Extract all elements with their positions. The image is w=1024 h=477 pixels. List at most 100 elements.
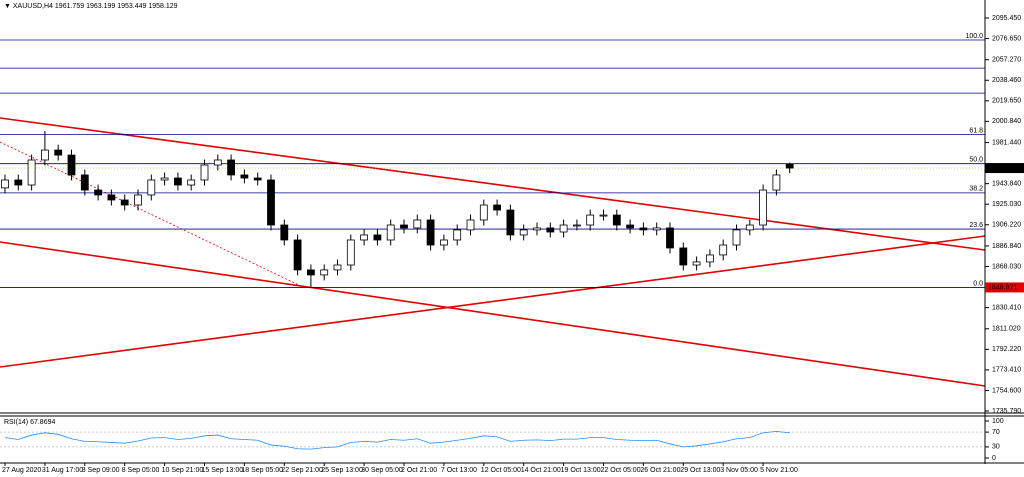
candle-body xyxy=(759,189,767,226)
y-tick-label: 1906.220 xyxy=(992,222,1021,229)
fib-label: 23.6 xyxy=(969,222,983,229)
y-tick-label: 1735.790 xyxy=(992,408,1021,415)
symbol: XAUUSD,H4 xyxy=(13,3,53,10)
fib-label: 100.0 xyxy=(965,33,983,40)
x-tick-label: 5 Nov 21:00 xyxy=(760,467,798,474)
candle-body xyxy=(213,159,222,166)
low-tag xyxy=(985,282,1024,293)
x-tick-label: 8 Sep 05:00 xyxy=(122,467,160,474)
candle-body xyxy=(745,224,754,231)
y-tick-label: 1981.440 xyxy=(992,139,1021,146)
rsi-header: RSI(14) 67.8694 xyxy=(4,419,55,426)
candle-body xyxy=(67,154,76,176)
x-tick-label: 7 Oct 13:00 xyxy=(441,467,477,474)
x-tick-label: 26 Oct 21:00 xyxy=(640,467,680,474)
x-tick-label: 19 Oct 13:00 xyxy=(561,467,601,474)
y-tick-label: 2000.840 xyxy=(992,118,1021,125)
candle-body xyxy=(253,177,262,181)
rsi-tick-label: 100 xyxy=(992,418,1004,425)
candle-body xyxy=(626,224,634,229)
candle-body xyxy=(533,227,541,231)
x-tick-label: 14 Oct 21:00 xyxy=(521,467,561,474)
candle-body xyxy=(293,239,302,271)
trend-line xyxy=(0,141,306,289)
candle-body xyxy=(120,199,129,206)
y-tick-label: 1925.030 xyxy=(992,201,1021,208)
candle-body xyxy=(400,224,408,229)
chart-header: ▼ XAUUSD,H4 1961.759 1963.199 1953.449 1… xyxy=(4,3,178,10)
candle-body xyxy=(559,224,568,233)
candle-body xyxy=(267,179,275,226)
trend-line xyxy=(0,117,986,251)
x-tick-label: 25 Sep 13:00 xyxy=(321,467,363,474)
x-tick-label: 31 Aug 17:00 xyxy=(42,467,83,474)
candle-body xyxy=(173,177,182,186)
candle-body xyxy=(94,189,102,196)
fib-label: 0.0 xyxy=(973,280,983,287)
candle-body xyxy=(732,229,741,246)
candle-body xyxy=(506,209,515,236)
low-tag-label: 1848.871 xyxy=(988,284,1017,291)
candle-body xyxy=(280,224,289,241)
candle-body xyxy=(200,164,209,181)
candle-body xyxy=(240,174,249,179)
candle-body xyxy=(479,204,488,221)
fib-label: 61.8 xyxy=(969,127,983,134)
trend-line xyxy=(0,241,986,387)
candle-body xyxy=(599,214,608,217)
candle-body xyxy=(386,224,395,241)
candle-body xyxy=(160,177,169,181)
candle-body xyxy=(187,179,196,186)
candle-body xyxy=(320,269,329,276)
price-tag-label: 1958.129 xyxy=(988,165,1017,172)
trend-lines xyxy=(0,117,986,387)
candle-body xyxy=(306,269,315,276)
candle-body xyxy=(1,179,9,189)
candle-body xyxy=(546,227,555,233)
high-value: 1963.199 xyxy=(86,3,115,10)
candle-body xyxy=(439,239,448,246)
y-tick-label: 1868.030 xyxy=(992,263,1021,270)
y-tick-label: 1792.220 xyxy=(992,346,1021,353)
x-tick-label: 29 Oct 13:00 xyxy=(680,467,720,474)
candle-body xyxy=(453,229,462,241)
candle-body xyxy=(519,229,528,236)
y-tick-label: 1811.020 xyxy=(992,326,1021,333)
candle-body xyxy=(586,214,595,226)
y-tick-label: 1886.840 xyxy=(992,243,1021,250)
y-tick-label: 1943.840 xyxy=(992,181,1021,188)
x-tick-label: 18 Sep 05:00 xyxy=(241,467,283,474)
candle-body xyxy=(107,194,116,201)
open-value: 1961.759 xyxy=(55,3,84,10)
candle-body xyxy=(14,179,23,186)
candle-body xyxy=(426,219,435,246)
candle-body xyxy=(612,214,621,226)
rsi-value: 67.8694 xyxy=(30,419,55,426)
price-tag xyxy=(985,163,1024,174)
candle-body xyxy=(652,227,661,231)
x-tick-label: 27 Aug 2020 xyxy=(2,467,41,474)
low-value: 1953.449 xyxy=(117,3,146,10)
candle-body xyxy=(706,254,714,263)
rsi-line xyxy=(4,430,790,450)
y-tick-label: 2076.650 xyxy=(992,35,1021,42)
x-tick-label: 3 Sep 09:00 xyxy=(82,467,120,474)
candle-body xyxy=(333,264,342,271)
candle-body xyxy=(227,159,236,176)
candle-body xyxy=(639,227,648,231)
candle-body xyxy=(466,219,475,231)
y-tick-label: 1773.410 xyxy=(992,367,1021,374)
close-value: 1958.129 xyxy=(148,3,177,10)
candle-body xyxy=(346,239,355,266)
y-tick-label: 1830.410 xyxy=(992,304,1021,311)
y-tick-label: 2019.650 xyxy=(992,98,1021,105)
y-tick-label: 1754.600 xyxy=(992,387,1021,394)
x-tick-label: 2 Oct 21:00 xyxy=(401,467,437,474)
candle-body xyxy=(573,224,581,227)
fib-label: 38.2 xyxy=(969,186,983,193)
fib-label: 50.0 xyxy=(969,157,983,164)
x-tick-label: 10 Sep 21:00 xyxy=(162,467,204,474)
candle-body xyxy=(54,149,63,156)
